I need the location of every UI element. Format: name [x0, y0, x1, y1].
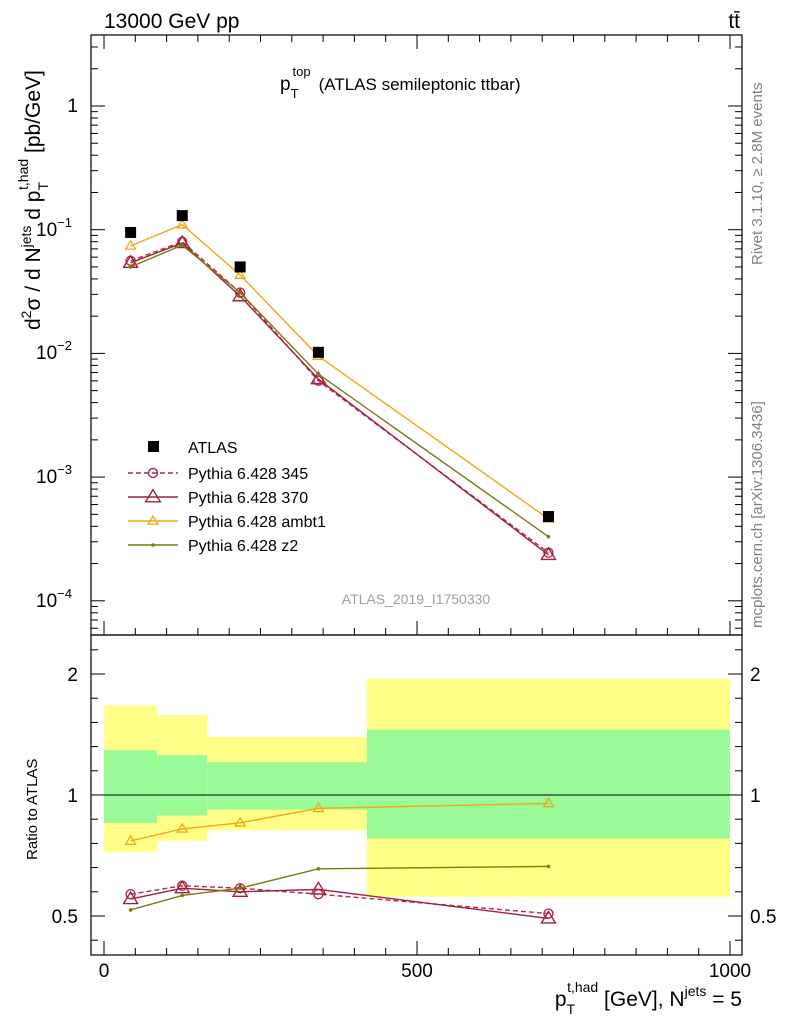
data-point [176, 822, 189, 833]
ratio-tick-label-0.5: 0.5 [52, 907, 78, 928]
data-point [231, 287, 249, 302]
ratio-band-inner [104, 750, 158, 823]
legend-atlas-marker [148, 441, 159, 452]
data-point [122, 890, 139, 905]
data-point [180, 243, 185, 247]
rivet-label: Rivet 3.1.10, ≥ 2.8M events [749, 83, 766, 266]
legend: ATLAS Pythia 6.428 345 Pythia 6.428 370 Py… [128, 440, 326, 555]
data-point [546, 864, 551, 869]
y-tick-label-0.0001: 10−4 [36, 586, 72, 612]
data-point [174, 234, 191, 249]
atlas-data-point [542, 511, 554, 523]
analysis-watermark: ATLAS_2019_I1750330 [342, 591, 491, 607]
data-point [146, 514, 160, 525]
mcplots-label: mcplots.cern.ch [arXiv:1306.3436] [749, 401, 766, 628]
legend-label: Pythia 6.428 345 [188, 466, 308, 483]
process-label: tt̄ [728, 10, 740, 33]
ratio-series-line [130, 887, 549, 920]
ratio-series-line [130, 802, 549, 842]
ratio-tick-label-right-2: 2 [750, 665, 761, 686]
data-point [147, 467, 159, 479]
ratio-series-line [130, 885, 549, 915]
x-tick-label-0: 0 [99, 961, 110, 982]
ratio-band-inner [268, 762, 367, 810]
plot-title: pTtop(ATLAS semileptonic ttbar) [280, 64, 520, 101]
data-point [234, 816, 247, 827]
data-point [180, 893, 185, 898]
data-point [546, 534, 551, 539]
data-point [542, 797, 555, 808]
series-line [130, 223, 549, 520]
atlas-data-point [176, 210, 188, 222]
y-tick-label-0.001: 10−3 [36, 462, 72, 488]
data-point [316, 867, 321, 871]
y-axis-label: d2σ / d Njets d pTt,had [pb/GeV] [15, 70, 51, 330]
data-point [310, 370, 327, 385]
energy-label: 13000 GeV pp [104, 10, 239, 33]
data-point [540, 910, 557, 924]
data-point [124, 834, 137, 845]
legend-label: Pythia 6.428 z2 [188, 538, 298, 555]
ratio-tick-label-right-1: 1 [750, 786, 761, 807]
data-point [316, 372, 321, 376]
ratio-tick-label-2: 2 [67, 665, 78, 686]
data-point [540, 546, 557, 561]
y-tick-label-1: 1 [67, 96, 78, 117]
data-point [238, 290, 242, 295]
data-point [234, 268, 247, 279]
data-point [238, 886, 242, 890]
atlas-data-point [312, 346, 324, 358]
data-point [151, 543, 155, 547]
x-tick-label-500: 500 [401, 961, 433, 982]
data-point [231, 883, 249, 898]
ratio-band-inner [366, 729, 730, 839]
data-point [128, 265, 133, 269]
y-tick-label-0.1: 10−1 [36, 215, 72, 241]
data-point [312, 802, 325, 813]
atlas-data-point [234, 261, 246, 273]
ratio-y-axis-label: Ratio to ATLAS [24, 759, 41, 860]
data-point [124, 239, 137, 250]
series-line [130, 242, 549, 556]
x-tick-label-1000: 1000 [709, 961, 751, 982]
legend-label: Pythia 6.428 ambt1 [188, 514, 326, 531]
data-point [174, 879, 191, 894]
legend-atlas-label: ATLAS [188, 440, 238, 457]
x-axis-label: pTt,had [GeV], Njets = 5 [555, 979, 742, 1017]
ratio-band-inner [157, 755, 208, 816]
legend-label: Pythia 6.428 370 [188, 490, 308, 507]
y-tick-label-0.01: 10−2 [36, 338, 72, 364]
data-point [128, 908, 133, 912]
atlas-data-point [125, 226, 137, 238]
data-point [176, 218, 189, 229]
data-point [144, 488, 162, 503]
ratio-band-inner [207, 762, 269, 810]
ratio-tick-label-1: 1 [67, 786, 78, 807]
ratio-tick-label-right-0.5: 0.5 [750, 907, 776, 928]
data-point [310, 881, 327, 895]
